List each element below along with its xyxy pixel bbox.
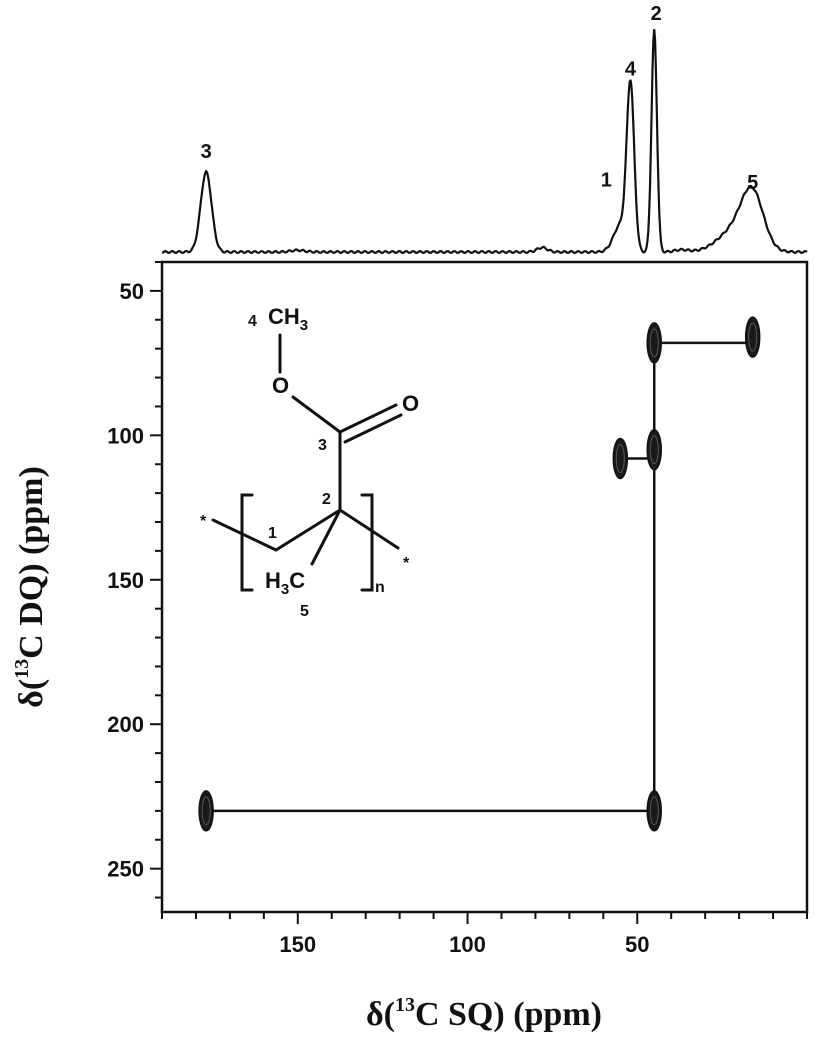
- ether-oxygen-label: O: [272, 373, 289, 398]
- peak-label-4: 4: [625, 59, 637, 81]
- cross-peak-inner-contour: [748, 322, 758, 352]
- pmma-structure-labels: 4 CH3 O O 3 2 1 H3C 5 n * *: [200, 304, 419, 620]
- carbon-label-5: 5: [300, 603, 309, 620]
- cross-peak: [646, 429, 662, 471]
- projection-peak-labels: 3 1 4 2 5: [201, 3, 759, 194]
- peak-label-1: 1: [601, 170, 612, 192]
- methyl-h3c-label: H3C: [265, 568, 305, 598]
- carbonyl-oxygen-label: O: [402, 391, 419, 416]
- correlation-lines: [206, 341, 753, 813]
- projection-spectrum-trace: [161, 29, 808, 255]
- peak-label-5: 5: [747, 172, 758, 194]
- cross-peak: [744, 316, 761, 358]
- cross-peak: [198, 790, 214, 832]
- cross-peak-inner-contour: [201, 796, 211, 826]
- cross-peak: [646, 322, 662, 364]
- cross-peak-contour: [744, 316, 761, 358]
- y-tick-label: 200: [107, 712, 144, 737]
- cross-peak-inner-contour: [649, 328, 659, 358]
- y-axis-ticks: 50 100 150 200 250: [107, 261, 162, 899]
- cross-peak-inner-contour: [649, 796, 659, 826]
- cross-peak-contour: [612, 437, 629, 480]
- x-tick-label: 50: [625, 932, 649, 957]
- cross-peak-contour: [646, 322, 662, 364]
- cross-peak-contour: [198, 790, 214, 832]
- carbon-label-1: 1: [268, 525, 277, 542]
- x-tick-label: 150: [279, 932, 316, 957]
- plot-frame: [160, 260, 809, 914]
- y-tick-label: 50: [120, 279, 144, 304]
- x-tick-label: 100: [449, 932, 486, 957]
- y-tick-label: 250: [107, 857, 144, 882]
- carbon-label-3: 3: [318, 437, 327, 454]
- cross-peak-contour: [646, 790, 662, 832]
- cross-peak: [646, 790, 662, 832]
- y-tick-label: 150: [107, 568, 144, 593]
- peak-label-2: 2: [651, 3, 662, 25]
- chain-end-star-left: *: [200, 513, 207, 530]
- cross-peaks: [198, 316, 761, 832]
- cross-peak-inner-contour: [615, 443, 625, 473]
- cross-peak-contour: [646, 429, 662, 471]
- y-axis-title: δ(13C DQ) (ppm): [11, 466, 50, 708]
- peak-label-3: 3: [201, 141, 212, 163]
- x-axis-ticks: 150 100 50: [161, 912, 808, 957]
- x-axis-title: δ(13C SQ) (ppm): [366, 994, 602, 1033]
- pmma-structure: [211, 333, 403, 592]
- y-tick-label: 100: [107, 423, 144, 448]
- cross-peak-inner-contour: [649, 435, 659, 465]
- carbon-label-4: 4: [248, 313, 257, 330]
- chain-end-star-right: *: [403, 555, 410, 572]
- repeat-unit-n: n: [375, 579, 385, 596]
- carbon-label-2: 2: [322, 491, 331, 508]
- cross-peak: [612, 437, 629, 480]
- methoxy-ch3-label: CH3: [268, 304, 308, 334]
